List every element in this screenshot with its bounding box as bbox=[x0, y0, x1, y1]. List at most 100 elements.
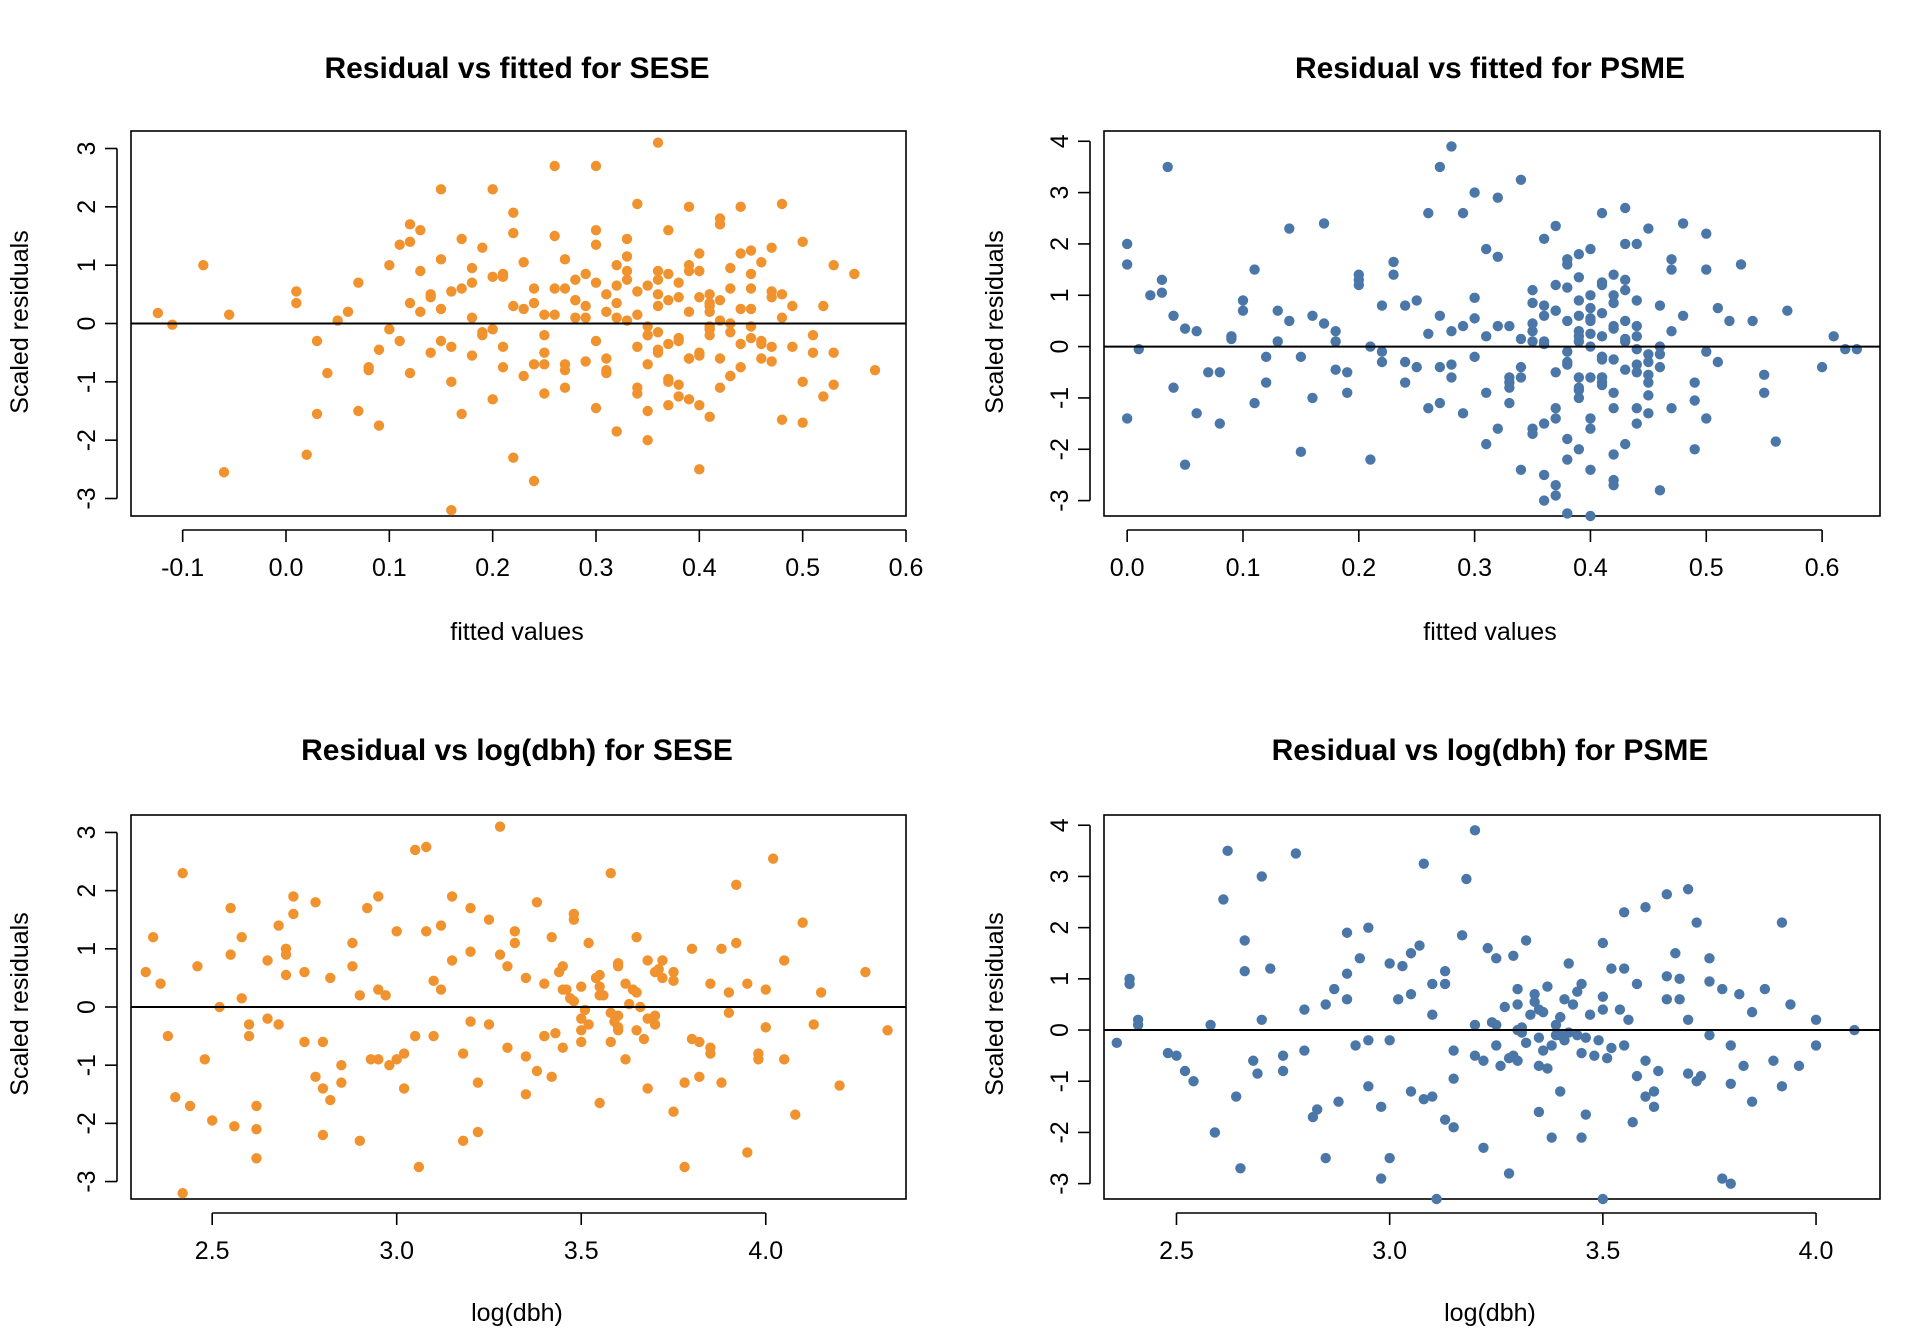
data-point bbox=[1593, 1035, 1604, 1046]
y-tick-label: -2 bbox=[1046, 1121, 1074, 1143]
data-point bbox=[1365, 454, 1376, 465]
data-point bbox=[1619, 438, 1631, 450]
data-point bbox=[818, 391, 829, 402]
data-point bbox=[446, 341, 457, 353]
data-point bbox=[1431, 1193, 1442, 1205]
data-point bbox=[860, 966, 871, 978]
data-point bbox=[632, 341, 643, 353]
data-point bbox=[590, 335, 602, 347]
data-point bbox=[1746, 1096, 1758, 1107]
data-point bbox=[1643, 390, 1654, 401]
data-point bbox=[683, 306, 695, 318]
data-point bbox=[1434, 161, 1446, 173]
data-point bbox=[1758, 387, 1770, 398]
data-point bbox=[1546, 1132, 1557, 1143]
data-point bbox=[1631, 418, 1642, 429]
data-point bbox=[487, 394, 498, 405]
data-point bbox=[1481, 387, 1492, 398]
data-point bbox=[236, 993, 247, 1004]
data-point bbox=[1596, 308, 1608, 319]
data-point bbox=[391, 1054, 402, 1065]
data-point bbox=[808, 1019, 819, 1030]
data-point bbox=[1619, 315, 1631, 327]
data-point bbox=[673, 391, 684, 402]
data-point bbox=[325, 1094, 336, 1106]
data-point bbox=[1585, 413, 1596, 424]
data-point bbox=[1179, 323, 1191, 334]
data-point bbox=[1666, 326, 1677, 337]
data-point bbox=[642, 359, 653, 370]
data-point bbox=[394, 239, 405, 250]
data-point bbox=[1168, 382, 1179, 393]
data-point bbox=[317, 1129, 329, 1141]
data-point bbox=[576, 981, 587, 992]
data-point bbox=[1542, 981, 1553, 992]
data-point bbox=[1427, 978, 1438, 990]
data-point bbox=[1284, 315, 1295, 327]
data-point bbox=[502, 961, 513, 972]
panel-logdbh-sese: Residual vs log(dbh) for SESE log(dbh) S… bbox=[6, 734, 907, 1327]
data-point bbox=[1222, 845, 1233, 857]
data-point bbox=[1608, 480, 1619, 491]
data-point bbox=[421, 841, 432, 853]
data-point bbox=[725, 327, 736, 338]
chart-title: Residual vs fitted for SESE bbox=[324, 52, 709, 85]
data-point bbox=[797, 417, 808, 428]
data-point bbox=[723, 1007, 735, 1019]
data-point bbox=[557, 1042, 568, 1053]
data-point bbox=[456, 283, 467, 294]
data-point bbox=[760, 984, 771, 995]
data-point bbox=[766, 356, 777, 367]
data-point bbox=[1405, 989, 1417, 1000]
data-point bbox=[828, 379, 839, 390]
data-point bbox=[404, 236, 416, 248]
data-point bbox=[1529, 996, 1540, 1008]
data-point bbox=[1563, 958, 1574, 969]
data-point bbox=[508, 227, 519, 239]
data-point bbox=[594, 981, 605, 992]
data-point bbox=[435, 254, 447, 265]
data-point bbox=[291, 297, 302, 309]
data-point bbox=[1218, 894, 1229, 905]
data-point bbox=[1384, 1035, 1395, 1046]
data-point bbox=[428, 975, 439, 987]
data-point bbox=[621, 265, 633, 277]
data-point bbox=[663, 224, 674, 236]
data-point bbox=[652, 300, 664, 312]
data-point bbox=[620, 978, 631, 989]
data-point bbox=[380, 990, 391, 1001]
y-tick-label: -3 bbox=[73, 487, 101, 509]
data-point bbox=[206, 1115, 218, 1126]
data-point bbox=[694, 265, 705, 277]
data-point bbox=[590, 277, 602, 288]
data-point bbox=[1576, 978, 1587, 990]
data-point bbox=[1179, 1065, 1191, 1077]
data-point bbox=[1810, 1040, 1822, 1051]
data-point bbox=[1585, 290, 1596, 301]
x-tick-label: 0.1 bbox=[372, 554, 407, 582]
data-point bbox=[694, 350, 705, 361]
data-point bbox=[1618, 1040, 1630, 1051]
x-tick-label: 0.3 bbox=[1457, 554, 1492, 582]
data-point bbox=[663, 399, 674, 411]
data-point bbox=[1562, 359, 1573, 370]
data-point bbox=[663, 268, 674, 280]
data-point bbox=[353, 277, 364, 288]
data-point bbox=[1133, 343, 1144, 355]
data-point bbox=[546, 931, 557, 943]
data-point bbox=[834, 1080, 845, 1091]
data-point bbox=[539, 978, 550, 989]
data-point bbox=[1559, 1035, 1570, 1046]
data-point bbox=[580, 268, 591, 280]
y-tick-label: -2 bbox=[1046, 438, 1074, 460]
data-point bbox=[1427, 1091, 1438, 1102]
data-point bbox=[649, 1019, 661, 1030]
data-point bbox=[177, 867, 188, 879]
data-point bbox=[1776, 917, 1788, 928]
data-point bbox=[1631, 367, 1642, 378]
data-point bbox=[1643, 349, 1654, 360]
data-point bbox=[1614, 1004, 1626, 1015]
x-axis-label: fitted values bbox=[450, 618, 583, 646]
data-point bbox=[605, 867, 616, 879]
data-point bbox=[1203, 367, 1214, 378]
